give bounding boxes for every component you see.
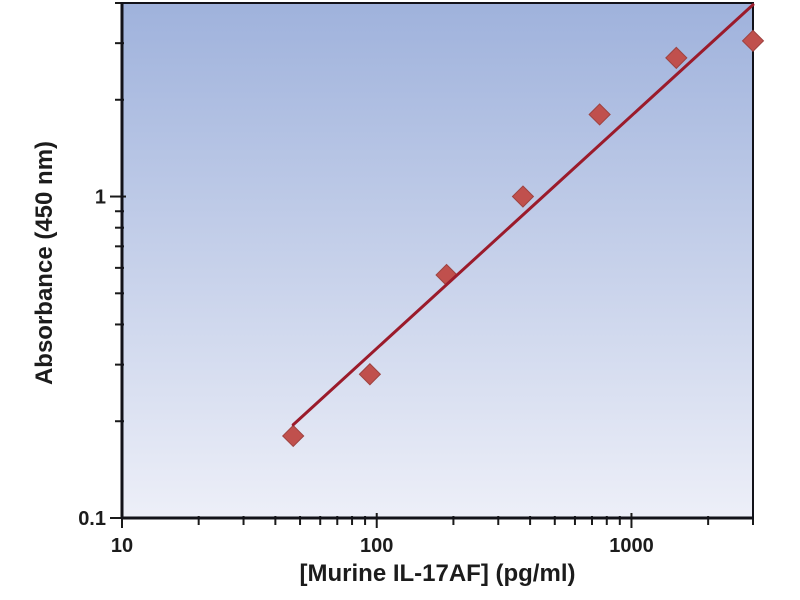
x-tick-label: 1000 [609, 535, 654, 557]
x-tick-label: 100 [360, 535, 393, 557]
plot-area [122, 3, 753, 518]
data-point-marker [511, 185, 535, 208]
x-axis-title: [Murine IL-17AF] (pg/ml) [299, 560, 576, 587]
y-axis-title: Absorbance (450 nm) [31, 140, 58, 386]
y-tick-label: 1 [95, 187, 106, 209]
y-tick-label: 0.1 [78, 508, 106, 530]
data-point-marker [665, 46, 688, 70]
data-point-marker [358, 363, 382, 386]
trendline [291, 3, 755, 427]
data-point-marker [588, 103, 611, 126]
data-point-marker [741, 29, 765, 53]
x-tick-label: 10 [111, 535, 133, 557]
data-point-marker [281, 424, 305, 448]
